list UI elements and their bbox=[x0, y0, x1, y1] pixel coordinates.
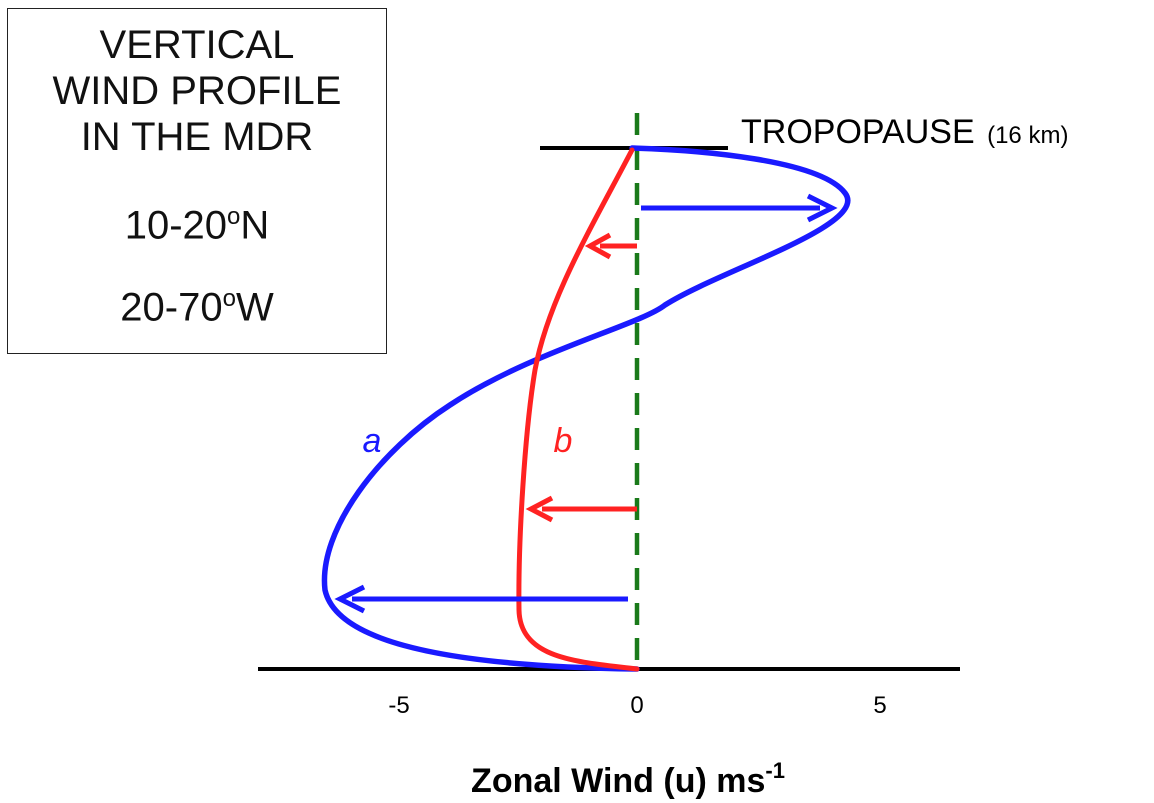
tropopause-text: TROPOPAUSE bbox=[741, 113, 975, 151]
x-axis-label-text: Zonal Wind (u) ms bbox=[471, 762, 765, 800]
latitude-range: 10-20oN bbox=[8, 195, 386, 247]
lower-westerly-arrow bbox=[334, 584, 628, 614]
tropopause-height: (16 km) bbox=[987, 122, 1068, 149]
tick-label-minus5: -5 bbox=[388, 692, 409, 719]
panel-line-1: VERTICAL bbox=[99, 23, 295, 67]
curve-b-profile bbox=[516, 147, 640, 672]
latitude-hemisphere: N bbox=[240, 203, 270, 248]
panel-line-2: WIND PROFILE bbox=[52, 69, 342, 113]
tick-label-5: 5 bbox=[873, 692, 886, 719]
longitude-degree: o bbox=[222, 285, 236, 312]
lower-red-arrow bbox=[525, 495, 637, 523]
panel-line-3: IN THE MDR bbox=[80, 115, 314, 159]
longitude-hemisphere: W bbox=[235, 285, 274, 330]
curve-b-label: b bbox=[554, 422, 573, 460]
tropopause-label: TROPOPAUSE (16 km) bbox=[741, 113, 1068, 151]
x-axis-label-exponent: -1 bbox=[765, 758, 785, 783]
longitude-value: 20-70 bbox=[120, 285, 223, 330]
latitude-value: 10-20 bbox=[124, 203, 228, 248]
title-panel: VERTICAL WIND PROFILE IN THE MDR 10-20oN… bbox=[7, 8, 387, 354]
upper-easterly-arrow bbox=[641, 193, 838, 223]
upper-red-arrow bbox=[584, 232, 637, 260]
longitude-range: 20-70oW bbox=[8, 277, 386, 329]
x-axis-label: Zonal Wind (u) ms-1 bbox=[471, 758, 785, 800]
curve-a-profile bbox=[321, 145, 851, 672]
latitude-degree: o bbox=[227, 203, 241, 230]
tick-label-0: 0 bbox=[630, 692, 643, 719]
curve-a-label: a bbox=[363, 422, 382, 460]
